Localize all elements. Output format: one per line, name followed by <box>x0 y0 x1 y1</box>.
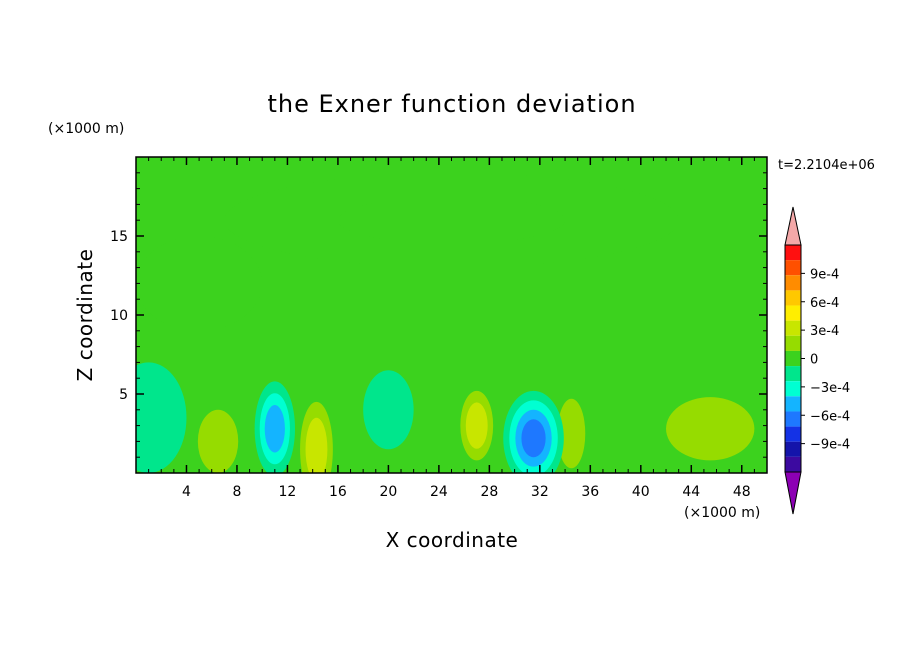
chart-title: the Exner function deviation <box>267 90 636 118</box>
x-tick-label: 8 <box>232 484 241 500</box>
field-feature <box>688 412 733 445</box>
time-label: t=2.2104e+06 <box>778 158 875 173</box>
field-contours <box>136 172 755 473</box>
field-feature <box>375 390 402 430</box>
x-tick-label: 4 <box>182 484 191 500</box>
colorbar-band <box>785 396 801 412</box>
colorbar-tick-label: −3e-4 <box>810 381 850 396</box>
field-feature <box>207 425 229 458</box>
y-axis-ticks: 5 10 15 <box>110 172 767 458</box>
colorbar-tick-label: 9e-4 <box>810 267 839 282</box>
x-tick-label: 28 <box>480 484 498 500</box>
colorbar-tick-label: −6e-4 <box>810 409 850 424</box>
field-feature <box>269 416 280 441</box>
field-feature <box>136 236 263 331</box>
x-tick-label: 24 <box>430 484 448 500</box>
y-tick-label: 15 <box>110 229 128 245</box>
field-feature <box>527 428 540 448</box>
y-tick-label: 10 <box>110 308 128 324</box>
x-tick-label: 12 <box>279 484 297 500</box>
x-axis-unit: (×1000 m) <box>684 505 760 521</box>
colorbar-band <box>785 320 801 336</box>
y-axis-unit: (×1000 m) <box>48 121 124 137</box>
x-tick-label: 48 <box>733 484 751 500</box>
colorbar-band <box>785 350 801 367</box>
x-tick-label: 20 <box>379 484 397 500</box>
colorbar-band <box>785 456 801 472</box>
colorbar-band <box>785 305 801 321</box>
plot-area <box>135 156 768 474</box>
colorbar-band <box>785 290 801 306</box>
colorbar: 9e-4 6e-4 3e-4 0 −3e-4 −6e-4 −9e-4 <box>784 206 850 515</box>
field-feature <box>310 433 322 466</box>
colorbar-band <box>785 260 801 276</box>
x-axis-ticks: 4 8 12 16 20 24 28 32 36 40 44 48 <box>148 157 755 500</box>
colorbar-band <box>785 275 801 291</box>
x-tick-label: 44 <box>682 484 700 500</box>
field-feature <box>136 390 168 446</box>
colorbar-tick-label: 6e-4 <box>810 296 839 311</box>
field-feature <box>337 196 566 244</box>
field-feature <box>564 416 579 451</box>
x-tick-label: 16 <box>329 484 347 500</box>
colorbar-band <box>785 441 801 457</box>
colorbar-band <box>785 411 801 427</box>
x-tick-label: 36 <box>581 484 599 500</box>
x-tick-label: 32 <box>531 484 549 500</box>
colorbar-band <box>785 335 801 351</box>
colorbar-band <box>785 366 801 382</box>
field-feature <box>471 414 483 438</box>
colorbar-tick-label: 0 <box>810 353 818 368</box>
colorbar-band <box>785 245 801 261</box>
colorbar-band <box>785 381 801 397</box>
y-tick-label: 5 <box>119 387 128 403</box>
colorbar-tick-label: 3e-4 <box>810 324 839 339</box>
colorbar-band <box>785 426 801 442</box>
x-axis-label: X coordinate <box>386 528 519 552</box>
colorbar-lower-arrow <box>784 471 802 515</box>
colorbar-tick-label: −9e-4 <box>810 438 850 453</box>
colorbar-upper-arrow <box>784 206 802 246</box>
y-axis-label: Z coordinate <box>73 249 97 382</box>
x-tick-label: 40 <box>632 484 650 500</box>
